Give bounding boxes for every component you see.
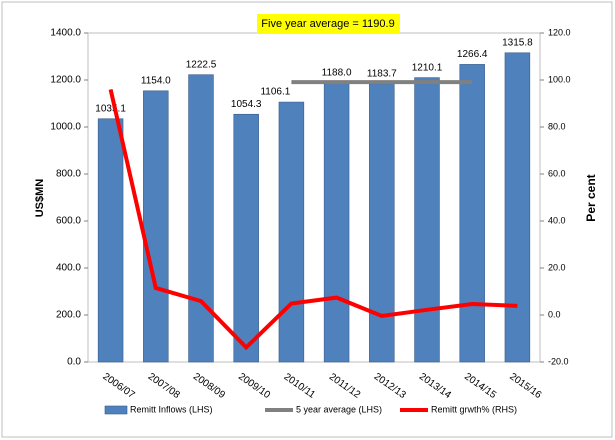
data-label: 1154.0 <box>141 75 171 86</box>
bar <box>414 77 440 363</box>
y-tick-label: 0.0 <box>67 357 81 368</box>
annotation-box <box>257 14 400 34</box>
data-label: 1106.1 <box>260 87 290 98</box>
y-tick-label: 800.0 <box>56 169 81 180</box>
y-tick-label: 200.0 <box>56 310 81 321</box>
data-label: 1054.3 <box>231 99 262 110</box>
bar <box>323 82 350 363</box>
legend-label: Remitt grwth% (RHS) <box>431 404 517 414</box>
y2-tick-label: 60.0 <box>548 168 566 178</box>
y2-tick-label: -20.0 <box>548 356 569 366</box>
y2-axis-title: Per cent <box>584 174 598 221</box>
data-label: 1188.0 <box>322 67 352 78</box>
y-tick-label: 1000.0 <box>50 122 81 133</box>
bar <box>188 74 214 363</box>
bar <box>459 64 485 363</box>
data-label: 1315.8 <box>502 37 533 48</box>
data-label: 1266.4 <box>457 49 488 60</box>
bar <box>233 113 259 363</box>
bar <box>97 118 124 363</box>
y-tick-label: 1200.0 <box>50 75 81 86</box>
y2-tick-label: 80.0 <box>548 121 566 131</box>
y2-tick-label: 40.0 <box>548 215 566 225</box>
bar <box>143 90 169 363</box>
y-tick-label: 600.0 <box>56 216 81 227</box>
y2-tick-label: 120.0 <box>548 27 571 37</box>
y2-tick-label: 20.0 <box>548 262 566 272</box>
data-label: 1183.7 <box>367 68 397 79</box>
y2-tick-label: 0.0 <box>548 309 561 319</box>
data-label: 1035.1 <box>95 103 126 114</box>
bar <box>369 83 395 363</box>
line <box>108 88 518 351</box>
bar <box>278 101 305 363</box>
bar <box>504 52 531 363</box>
annotation: Five year average = 1190.9 <box>261 18 394 30</box>
y-tick-label: 1400.0 <box>50 28 81 39</box>
y-tick-label: 400.0 <box>56 263 81 274</box>
legend-label: 5 year average (LHS) <box>296 404 382 414</box>
y2-tick-label: 100.0 <box>548 74 571 84</box>
legend-label: Remitt Inflows (LHS) <box>130 404 213 414</box>
y-axis-title: US$MN <box>34 179 46 218</box>
legend-swatch <box>104 405 128 415</box>
data-label: 1222.5 <box>186 59 217 70</box>
data-label: 1210.1 <box>412 62 443 73</box>
